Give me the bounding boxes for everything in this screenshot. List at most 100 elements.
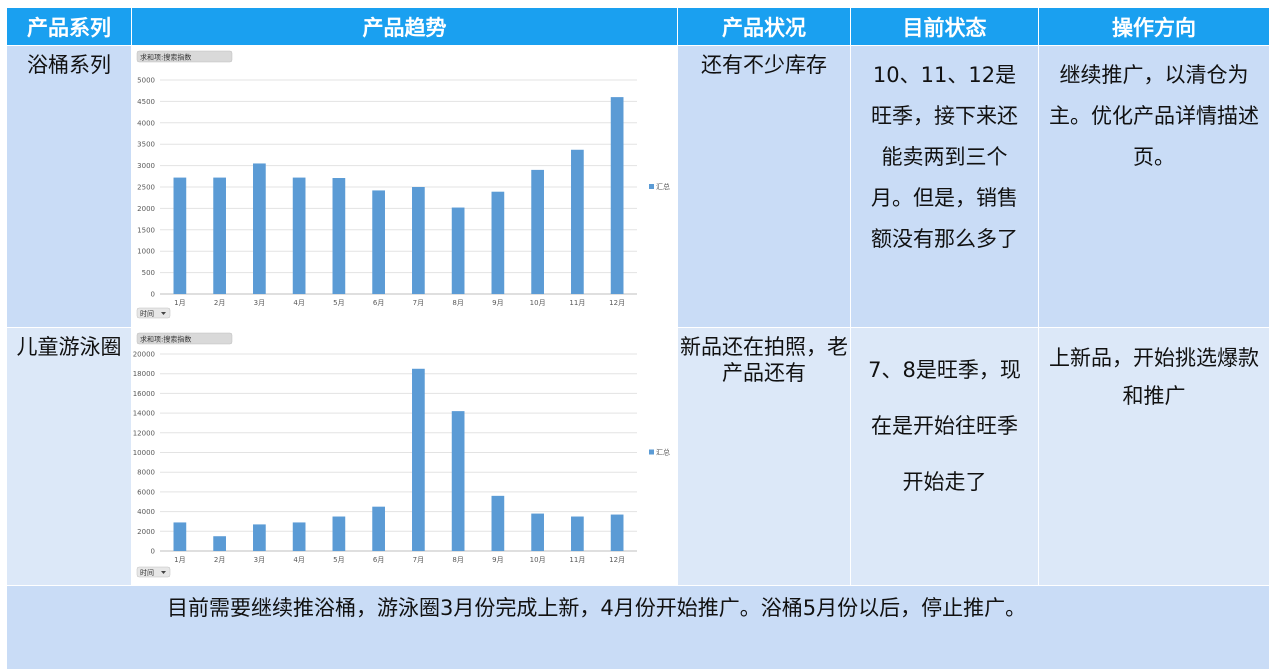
field-button-label: 求和项:搜索指数 <box>140 335 191 344</box>
current-status-text: 10、11、12是旺季，接下来还能卖两到三个月。但是，销售额没有那么多了 <box>871 63 1018 251</box>
x-tick-label: 10月 <box>530 556 546 564</box>
x-tick-label: 5月 <box>333 299 344 307</box>
x-tick-label: 6月 <box>373 299 384 307</box>
y-tick-label: 2000 <box>137 205 155 213</box>
x-tick-label: 8月 <box>452 556 463 564</box>
bar <box>213 536 226 551</box>
y-tick-label: 14000 <box>133 410 155 418</box>
legend-label: 汇总 <box>656 448 670 457</box>
field-button-bg <box>136 50 233 63</box>
bar <box>292 177 306 294</box>
axis-field-button[interactable]: 时间 <box>136 307 171 319</box>
y-tick-label: 3500 <box>137 141 155 149</box>
bar <box>491 495 505 551</box>
header-current-status: 目前状态 <box>850 7 1039 46</box>
y-tick-label: 4000 <box>137 119 155 127</box>
condition-text: 还有不少库存 <box>701 53 827 77</box>
bar <box>491 191 505 294</box>
field-button[interactable]: 求和项:搜索指数 <box>136 50 233 63</box>
trend-chart-bathtub: 求和项:搜索指数 0 500 1000 1500 2000 2500 3000 3500 4000… <box>136 50 670 319</box>
axis-field-button-label: 时间 <box>140 568 154 577</box>
bar <box>571 516 584 551</box>
bar <box>412 187 425 294</box>
chevron-down-icon <box>161 312 166 315</box>
x-tick-label: 7月 <box>413 556 424 564</box>
summary-table-wrapper: 产品系列 产品趋势 产品状况 目前状态 操作方向 浴桶系列 求和项:搜索指数 0 5… <box>6 7 1270 670</box>
bar <box>372 190 385 294</box>
bar <box>531 513 544 551</box>
y-tick-label: 20000 <box>133 351 155 359</box>
x-tick-label: 9月 <box>492 299 503 307</box>
header-row: 产品系列 产品趋势 产品状况 目前状态 操作方向 <box>6 7 1270 46</box>
x-tick-label: 2月 <box>214 556 225 564</box>
bar <box>173 177 187 294</box>
current-status-cell: 10、11、12是旺季，接下来还能卖两到三个月。但是，销售额没有那么多了 <box>850 45 1039 328</box>
x-tick-label: 1月 <box>174 556 185 564</box>
bar <box>253 163 266 294</box>
x-tick-label: 4月 <box>293 299 304 307</box>
direction-cell: 继续推广，以清仓为主。优化产品详情描述页。 <box>1038 45 1270 328</box>
x-tick-label: 8月 <box>452 299 463 307</box>
bar <box>213 177 226 294</box>
bar <box>610 514 624 551</box>
x-tick-label: 11月 <box>569 556 585 564</box>
bar <box>332 516 346 551</box>
direction-cell: 上新品，开始挑选爆款和推广 <box>1038 327 1270 586</box>
x-tick-label: 5月 <box>333 556 344 564</box>
y-tick-label: 10000 <box>133 449 155 457</box>
current-status-text: 7、8是旺季，现在是开始往旺季开始走了 <box>868 358 1021 494</box>
field-button-label: 求和项:搜索指数 <box>140 53 191 62</box>
bar <box>451 207 465 294</box>
y-tick-label: 3000 <box>137 162 155 170</box>
x-tick-label: 2月 <box>214 299 225 307</box>
bar <box>372 506 385 551</box>
y-tick-label: 2500 <box>137 184 155 192</box>
x-tick-label: 11月 <box>569 299 585 307</box>
trend-chart-swim-ring: 求和项:搜索指数 0 2000 4000 6000 8000 10000 12000 14000… <box>133 332 670 578</box>
product-summary-table: 产品系列 产品趋势 产品状况 目前状态 操作方向 浴桶系列 求和项:搜索指数 0 5… <box>6 7 1270 670</box>
bar <box>412 368 425 551</box>
field-button[interactable]: 求和项:搜索指数 <box>136 332 233 345</box>
direction-text: 继续推广，以清仓为主。优化产品详情描述页。 <box>1049 63 1259 169</box>
y-tick-label: 6000 <box>137 488 155 496</box>
x-tick-label: 4月 <box>293 556 304 564</box>
legend-swatch <box>649 184 654 189</box>
y-tick-label: 1000 <box>137 248 155 256</box>
table-row: 浴桶系列 求和项:搜索指数 0 500 1000 1500 2000 2500 3000 350… <box>6 45 1270 328</box>
bar <box>292 522 306 551</box>
x-tick-label: 7月 <box>413 299 424 307</box>
bar <box>253 524 266 551</box>
footer-row: 目前需要继续推浴桶，游泳圈3月份完成上新，4月份开始推广。浴桶5月份以后，停止推… <box>6 585 1270 670</box>
y-tick-label: 4500 <box>137 98 155 106</box>
x-tick-label: 12月 <box>609 556 625 564</box>
y-tick-label: 18000 <box>133 370 155 378</box>
series-cell: 浴桶系列 <box>6 45 132 328</box>
header-series: 产品系列 <box>6 7 132 46</box>
axis-field-button-label: 时间 <box>140 309 154 318</box>
bar <box>451 411 465 551</box>
series-name: 浴桶系列 <box>27 53 111 77</box>
current-status-cell: 7、8是旺季，现在是开始往旺季开始走了 <box>850 327 1039 586</box>
bar <box>173 522 187 551</box>
x-tick-label: 3月 <box>254 299 265 307</box>
trend-cell: 求和项:搜索指数 0 2000 4000 6000 8000 10000 12000 14000… <box>131 327 678 586</box>
y-tick-label: 0 <box>151 548 155 556</box>
y-tick-label: 12000 <box>133 429 155 437</box>
x-tick-label: 1月 <box>174 299 185 307</box>
y-tick-label: 1500 <box>137 226 155 234</box>
y-tick-label: 500 <box>142 269 155 277</box>
direction-text: 上新品，开始挑选爆款和推广 <box>1049 346 1259 408</box>
y-tick-label: 16000 <box>133 390 155 398</box>
x-tick-label: 10月 <box>530 299 546 307</box>
series-name: 儿童游泳圈 <box>16 335 122 359</box>
footer-summary: 目前需要继续推浴桶，游泳圈3月份完成上新，4月份开始推广。浴桶5月份以后，停止推… <box>6 585 1270 670</box>
y-tick-label: 8000 <box>137 469 155 477</box>
axis-field-button[interactable]: 时间 <box>136 566 171 578</box>
legend-swatch <box>649 449 654 455</box>
bar <box>531 169 544 294</box>
header-trend: 产品趋势 <box>131 7 678 46</box>
bar <box>332 178 346 294</box>
x-tick-label: 6月 <box>373 556 384 564</box>
bar <box>571 149 584 294</box>
y-tick-label: 5000 <box>137 77 155 85</box>
